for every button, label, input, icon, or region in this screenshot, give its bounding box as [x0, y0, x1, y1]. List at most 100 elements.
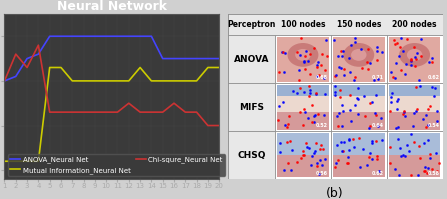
Bar: [275, 131, 331, 179]
Circle shape: [295, 49, 311, 61]
Mutual Information_Neural Net: [92, 80, 97, 82]
Chi-squre_Neural Net: [137, 111, 143, 113]
Chi-squre_Neural Net: [2, 80, 7, 82]
Chi-squre_Neural Net: [115, 111, 120, 113]
Text: Perceptron: Perceptron: [227, 20, 276, 29]
Chi-squre_Neural Net: [104, 111, 109, 113]
Bar: [389, 155, 440, 178]
Bar: [389, 85, 440, 96]
Chi-squre_Neural Net: [216, 124, 222, 127]
Text: 0.62: 0.62: [427, 75, 439, 80]
ANOVA_Neural Net: [2, 80, 7, 82]
Line: ANOVA_Neural Net: ANOVA_Neural Net: [4, 36, 219, 81]
Mutual Information_Neural Net: [104, 80, 109, 82]
Bar: [333, 96, 384, 112]
Circle shape: [287, 43, 318, 67]
Mutual Information_Neural Net: [2, 160, 7, 162]
ANOVA_Neural Net: [205, 57, 211, 60]
Mutual Information_Neural Net: [216, 66, 222, 69]
Bar: [277, 155, 329, 178]
Bar: [333, 112, 384, 130]
Circle shape: [399, 43, 430, 67]
Bar: [228, 83, 275, 131]
Mutual Information_Neural Net: [183, 80, 188, 82]
Circle shape: [343, 43, 374, 67]
Text: 0.71: 0.71: [371, 75, 384, 80]
Mutual Information_Neural Net: [126, 80, 131, 82]
Chi-squre_Neural Net: [58, 111, 63, 113]
Bar: [277, 85, 329, 96]
Bar: [331, 35, 387, 83]
Bar: [277, 133, 329, 155]
ANOVA_Neural Net: [126, 35, 131, 37]
Bar: [228, 14, 443, 35]
Title: Neural Network: Neural Network: [57, 0, 167, 13]
Bar: [228, 35, 275, 83]
Text: 0.62: 0.62: [371, 171, 384, 176]
Bar: [275, 35, 331, 83]
Mutual Information_Neural Net: [137, 66, 143, 69]
ANOVA_Neural Net: [216, 57, 222, 60]
Bar: [389, 96, 440, 112]
Chi-squre_Neural Net: [81, 111, 86, 113]
Mutual Information_Neural Net: [149, 80, 154, 82]
Chi-squre_Neural Net: [13, 53, 18, 55]
Text: 150 nodes: 150 nodes: [337, 20, 381, 29]
Chi-squre_Neural Net: [205, 124, 211, 127]
Bar: [277, 37, 329, 82]
ANOVA_Neural Net: [171, 57, 177, 60]
Text: ANOVA: ANOVA: [234, 55, 269, 64]
Bar: [387, 35, 443, 83]
Text: MIFS: MIFS: [239, 103, 264, 112]
Mutual Information_Neural Net: [81, 80, 86, 82]
Chi-squre_Neural Net: [25, 66, 30, 69]
Mutual Information_Neural Net: [115, 80, 120, 82]
Bar: [387, 83, 443, 131]
Mutual Information_Neural Net: [194, 80, 199, 82]
Bar: [331, 131, 387, 179]
ANOVA_Neural Net: [47, 35, 52, 37]
ANOVA_Neural Net: [70, 35, 75, 37]
Text: 0.56: 0.56: [316, 171, 328, 176]
ANOVA_Neural Net: [137, 35, 143, 37]
Mutual Information_Neural Net: [13, 160, 18, 162]
Text: 0.54: 0.54: [427, 123, 439, 128]
Chi-squre_Neural Net: [194, 111, 199, 113]
ANOVA_Neural Net: [149, 35, 154, 37]
Text: 200 nodes: 200 nodes: [392, 20, 437, 29]
Bar: [331, 83, 387, 131]
Bar: [389, 112, 440, 130]
ANOVA_Neural Net: [104, 35, 109, 37]
Bar: [275, 83, 331, 131]
Bar: [389, 133, 440, 155]
Chi-squre_Neural Net: [160, 111, 165, 113]
Text: 0.64: 0.64: [371, 123, 384, 128]
Mutual Information_Neural Net: [25, 160, 30, 162]
Chi-squre_Neural Net: [92, 111, 97, 113]
Mutual Information_Neural Net: [58, 66, 63, 69]
Bar: [389, 37, 440, 82]
Circle shape: [407, 49, 422, 61]
Legend: ANOVA_Neural Net, Mutual Information_Neural Net, Chi-squre_Neural Net: ANOVA_Neural Net, Mutual Information_Neu…: [8, 154, 225, 176]
ANOVA_Neural Net: [58, 35, 63, 37]
Text: (b): (b): [326, 187, 344, 199]
ANOVA_Neural Net: [25, 57, 30, 60]
Line: Chi-squre_Neural Net: Chi-squre_Neural Net: [4, 45, 219, 126]
ANOVA_Neural Net: [92, 35, 97, 37]
Bar: [333, 85, 384, 96]
Line: Mutual Information_Neural Net: Mutual Information_Neural Net: [4, 67, 219, 161]
Mutual Information_Neural Net: [205, 66, 211, 69]
ANOVA_Neural Net: [115, 35, 120, 37]
Bar: [333, 155, 384, 178]
Mutual Information_Neural Net: [47, 66, 52, 69]
Circle shape: [351, 49, 367, 61]
Bar: [228, 131, 275, 179]
ANOVA_Neural Net: [160, 57, 165, 60]
Chi-squre_Neural Net: [126, 102, 131, 104]
Text: CHSQ: CHSQ: [237, 151, 266, 160]
Text: 0.68: 0.68: [316, 75, 328, 80]
Chi-squre_Neural Net: [36, 44, 41, 46]
Text: 0.52: 0.52: [316, 123, 328, 128]
Text: 100 nodes: 100 nodes: [281, 20, 325, 29]
ANOVA_Neural Net: [194, 57, 199, 60]
